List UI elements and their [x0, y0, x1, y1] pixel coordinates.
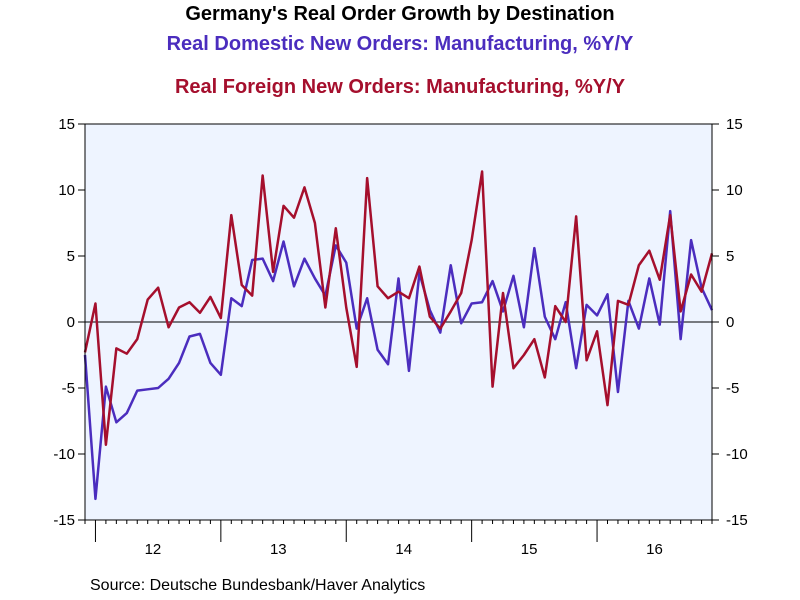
y-tick-label-right: 10 — [726, 182, 743, 199]
y-tick-label-left: 5 — [67, 248, 75, 265]
x-year-label: 16 — [646, 541, 663, 558]
y-tick-label-right: -15 — [726, 512, 748, 529]
x-year-label: 15 — [521, 541, 538, 558]
foreign-orders-line — [83, 170, 714, 447]
y-tick-label-left: -10 — [53, 446, 75, 463]
legend-foreign: Real Foreign New Orders: Manufacturing, … — [174, 76, 626, 98]
y-tick-label-left: -15 — [53, 512, 75, 529]
x-year-label: 14 — [395, 541, 412, 558]
y-tick-label-right: -10 — [726, 446, 748, 463]
legend-domestic: Real Domestic New Orders: Manufacturing,… — [166, 33, 634, 55]
y-tick-label-right: 0 — [726, 314, 734, 331]
y-tick-label-right: 5 — [726, 248, 734, 265]
x-year-label: 13 — [270, 541, 287, 558]
y-tick-label-left: 0 — [67, 314, 75, 331]
x-year-label: 12 — [145, 541, 162, 558]
y-tick-label-left: 15 — [58, 116, 75, 133]
source-note: Source: Deutsche Bundesbank/Haver Analyt… — [90, 577, 426, 594]
chart-title: Germany's Real Order Growth by Destinati… — [185, 3, 615, 25]
domestic-orders-line — [83, 209, 714, 501]
y-tick-label-left: -5 — [62, 380, 75, 397]
y-tick-label-left: 10 — [58, 182, 75, 199]
y-tick-label-right: -5 — [726, 380, 739, 397]
y-tick-label-right: 15 — [726, 116, 743, 133]
